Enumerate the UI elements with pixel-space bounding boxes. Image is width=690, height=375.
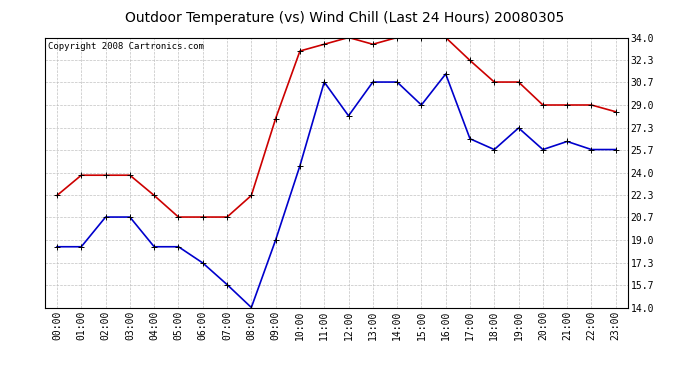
Text: Copyright 2008 Cartronics.com: Copyright 2008 Cartronics.com xyxy=(48,42,204,51)
Text: Outdoor Temperature (vs) Wind Chill (Last 24 Hours) 20080305: Outdoor Temperature (vs) Wind Chill (Las… xyxy=(126,11,564,25)
